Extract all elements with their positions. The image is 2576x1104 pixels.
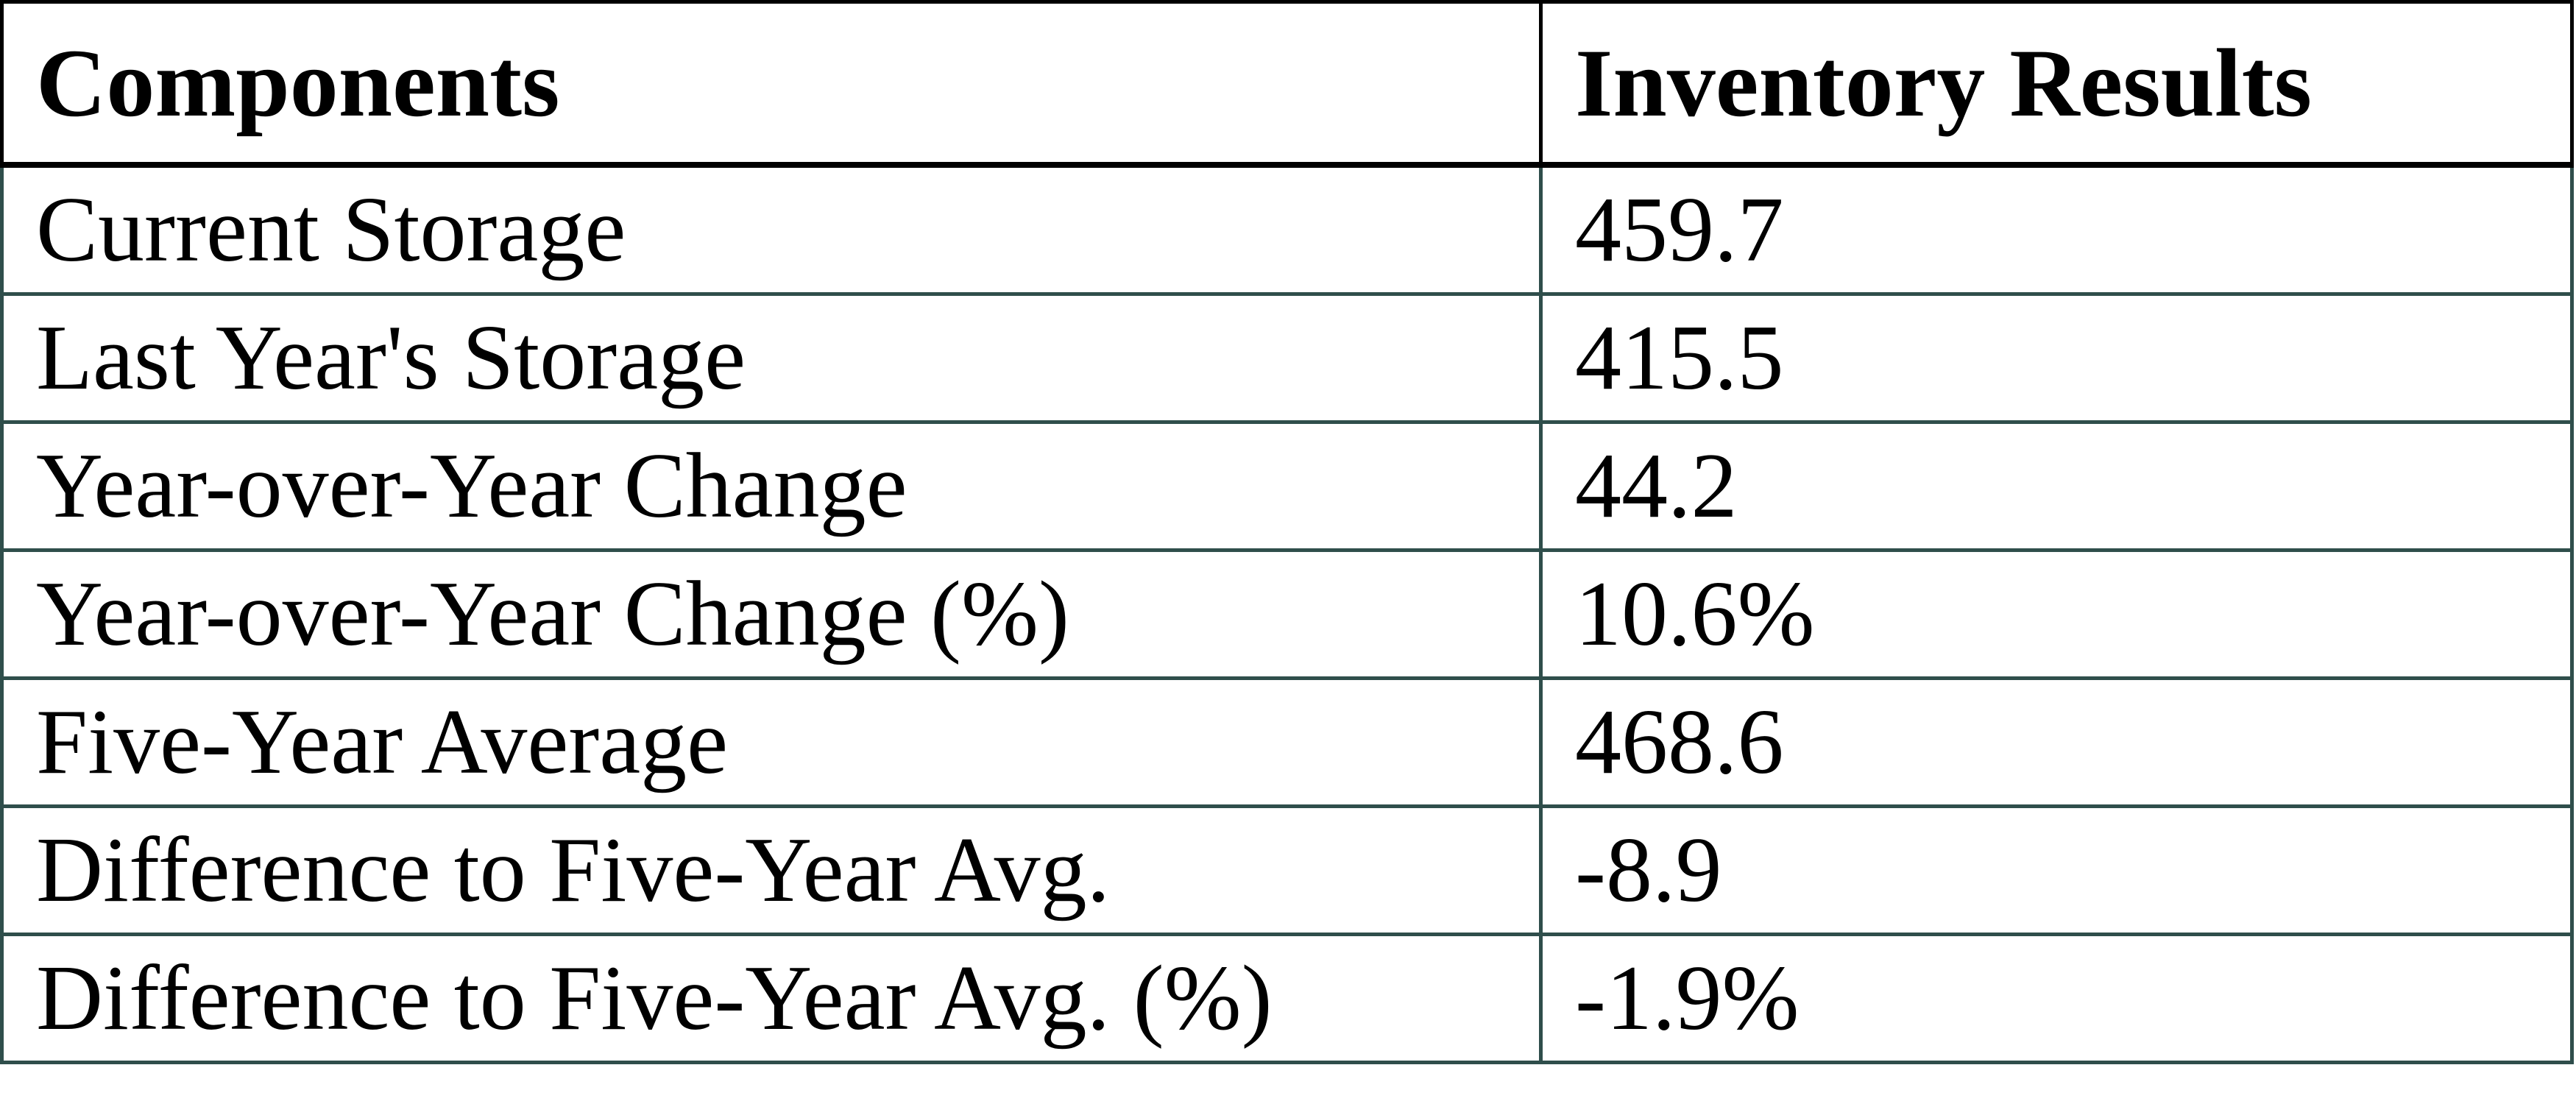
table-row: Last Year's Storage 415.5 <box>0 296 2574 424</box>
table-row: Year-over-Year Change (%) 10.6% <box>0 552 2574 680</box>
component-cell: Year-over-Year Change <box>0 424 1543 552</box>
component-cell: Year-over-Year Change (%) <box>0 552 1543 680</box>
result-cell: 468.6 <box>1543 680 2574 808</box>
component-cell: Five-Year Average <box>0 680 1543 808</box>
result-cell: 44.2 <box>1543 424 2574 552</box>
table-row: Five-Year Average 468.6 <box>0 680 2574 808</box>
inventory-results-table: Components Inventory Results Current Sto… <box>0 0 2574 1064</box>
column-header-inventory-results: Inventory Results <box>1543 0 2574 168</box>
table-row: Year-over-Year Change 44.2 <box>0 424 2574 552</box>
column-header-components: Components <box>0 0 1543 168</box>
header-row: Components Inventory Results <box>0 0 2574 168</box>
result-cell: 459.7 <box>1543 168 2574 296</box>
table-row: Difference to Five-Year Avg. (%) -1.9% <box>0 936 2574 1064</box>
component-cell: Difference to Five-Year Avg. (%) <box>0 936 1543 1064</box>
result-cell: -1.9% <box>1543 936 2574 1064</box>
result-cell: 10.6% <box>1543 552 2574 680</box>
table-row: Difference to Five-Year Avg. -8.9 <box>0 808 2574 936</box>
result-cell: -8.9 <box>1543 808 2574 936</box>
component-cell: Current Storage <box>0 168 1543 296</box>
component-cell: Last Year's Storage <box>0 296 1543 424</box>
component-cell: Difference to Five-Year Avg. <box>0 808 1543 936</box>
table-row: Current Storage 459.7 <box>0 168 2574 296</box>
result-cell: 415.5 <box>1543 296 2574 424</box>
